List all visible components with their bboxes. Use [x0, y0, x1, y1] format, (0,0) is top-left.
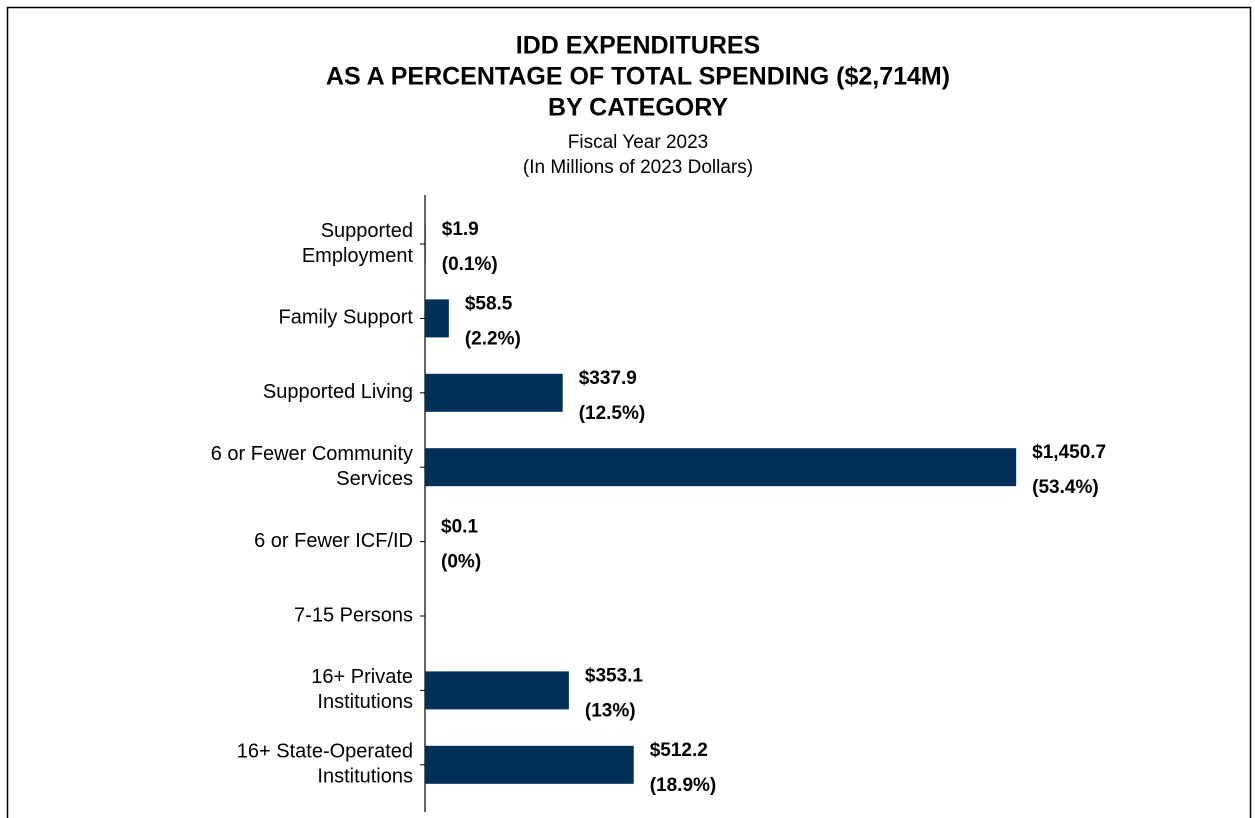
- chart-title: IDD EXPENDITURES: [516, 32, 760, 60]
- data-label: $353.1: [585, 665, 644, 686]
- bar: [425, 745, 634, 784]
- y-tick-label: Supported Living: [263, 381, 413, 403]
- y-tick-label: 16+ Private: [311, 666, 413, 688]
- y-tick-label: 6 or Fewer Community: [211, 443, 413, 465]
- bar: [425, 373, 563, 412]
- data-label: $512.2: [650, 740, 708, 761]
- y-tick-label: Family Support: [279, 307, 414, 329]
- bar: [425, 671, 569, 710]
- y-tick-label: Employment: [302, 245, 414, 267]
- data-label: (18.9%): [650, 775, 717, 796]
- data-label: (0%): [441, 552, 481, 573]
- bar: [425, 448, 1017, 487]
- bar: [425, 225, 426, 263]
- data-label: $1,450.7: [1032, 442, 1106, 463]
- data-label: (53.4%): [1032, 477, 1099, 498]
- frame: [6, 6, 1252, 818]
- data-label: $1.9: [442, 219, 479, 240]
- data-label: (2.2%): [465, 328, 521, 349]
- data-label: $337.9: [579, 368, 637, 389]
- y-tick-label: Institutions: [317, 691, 413, 713]
- y-tick-label: 16+ State-Operated: [237, 741, 413, 763]
- data-label: (13%): [585, 700, 636, 721]
- data-label: $58.5: [465, 293, 513, 314]
- y-tick-label: Supported: [321, 220, 413, 242]
- data-label: $0.1: [441, 517, 478, 538]
- chart-subtitle: (In Millions of 2023 Dollars): [523, 157, 753, 178]
- chart-title: AS A PERCENTAGE OF TOTAL SPENDING ($2,71…: [326, 63, 950, 91]
- data-label: (0.1%): [442, 254, 498, 275]
- data-label: (12.5%): [579, 403, 646, 424]
- bar: [425, 299, 449, 338]
- chart-subtitle: Fiscal Year 2023: [568, 132, 709, 153]
- chart-title: BY CATEGORY: [548, 94, 728, 122]
- y-tick-label: 6 or Fewer ICF/ID: [254, 530, 413, 552]
- y-tick-label: 7-15 Persons: [294, 604, 413, 626]
- y-tick-label: Services: [336, 468, 413, 490]
- y-tick-label: Institutions: [317, 766, 413, 788]
